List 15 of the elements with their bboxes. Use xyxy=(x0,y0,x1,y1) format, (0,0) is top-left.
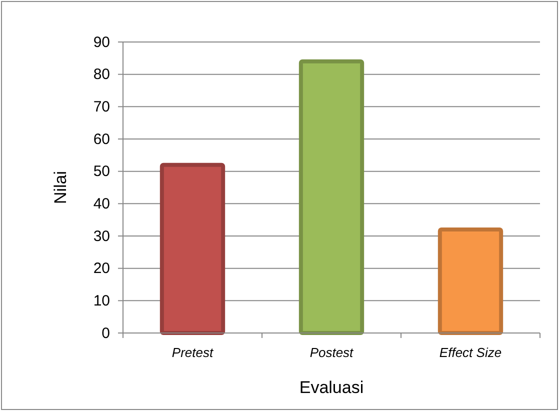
x-tick-label: Effect Size xyxy=(439,345,502,360)
y-tick-label: 10 xyxy=(93,292,110,310)
y-tick-label: 70 xyxy=(93,98,110,116)
x-tick-label: Postest xyxy=(310,345,355,360)
x-axis-title: Evaluasi xyxy=(299,378,364,397)
y-tick-label: 30 xyxy=(93,228,110,245)
y-axis-title: Nilai xyxy=(51,170,70,204)
y-tick-label: 80 xyxy=(93,66,110,84)
y-tick-label: 50 xyxy=(93,163,110,180)
y-tick-label: 40 xyxy=(93,195,110,212)
x-tick-label: Pretest xyxy=(172,345,214,360)
y-tick-label: 60 xyxy=(93,130,110,148)
y-tick-label: 0 xyxy=(102,324,110,342)
y-tick-label: 20 xyxy=(93,260,110,278)
y-tick-label: 90 xyxy=(93,34,110,51)
